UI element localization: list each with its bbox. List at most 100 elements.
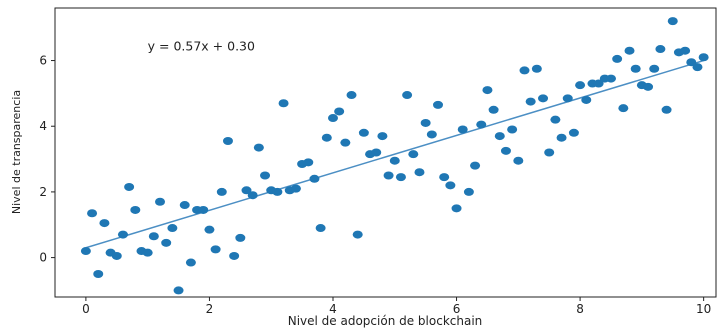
data-point <box>686 58 697 67</box>
data-point <box>395 173 406 182</box>
data-point <box>99 219 110 228</box>
data-point <box>476 120 487 129</box>
x-tick-label: 0 <box>82 302 90 316</box>
data-point <box>377 132 388 141</box>
data-point <box>457 125 468 134</box>
data-point <box>525 97 536 106</box>
y-tick-label: 4 <box>39 119 47 133</box>
data-point <box>643 82 654 91</box>
data-point <box>605 74 616 83</box>
data-point <box>179 201 190 210</box>
plot-frame <box>54 7 717 298</box>
data-point <box>278 99 289 108</box>
data-point <box>358 128 369 137</box>
data-point <box>494 132 505 141</box>
x-tick-label: 2 <box>206 302 214 316</box>
data-point <box>507 125 518 134</box>
data-point <box>451 204 462 213</box>
data-point <box>111 251 122 260</box>
data-point <box>161 238 172 247</box>
data-point <box>346 91 357 100</box>
data-point <box>568 128 579 137</box>
data-point <box>142 248 153 257</box>
y-tick-label: 0 <box>39 251 47 265</box>
data-point <box>581 95 592 104</box>
data-point <box>124 182 135 191</box>
data-point <box>624 46 635 55</box>
data-point <box>538 94 549 103</box>
data-point <box>698 53 709 62</box>
data-point <box>544 148 555 157</box>
data-point <box>593 79 604 88</box>
data-point <box>185 258 196 267</box>
data-point <box>334 107 345 116</box>
data-point <box>655 45 666 54</box>
data-point <box>303 158 314 167</box>
x-axis-ticks: 0 2 4 6 8 10 <box>82 297 711 316</box>
data-point <box>513 156 524 165</box>
data-point <box>117 230 128 239</box>
data-point <box>167 224 178 233</box>
data-point <box>93 270 104 279</box>
data-point <box>630 64 641 73</box>
data-point <box>649 64 660 73</box>
data-point <box>87 209 98 218</box>
data-point <box>204 225 215 234</box>
data-point <box>241 186 252 195</box>
data-point <box>556 133 567 142</box>
data-point <box>575 81 586 90</box>
data-point <box>371 148 382 157</box>
data-point <box>216 187 227 196</box>
data-point <box>222 137 233 146</box>
data-point <box>260 171 271 180</box>
data-point <box>612 54 623 63</box>
data-point <box>389 156 400 165</box>
data-point <box>531 64 542 73</box>
data-point <box>519 66 530 75</box>
data-point <box>290 184 301 193</box>
data-point <box>680 46 691 55</box>
x-tick-label: 4 <box>329 302 337 316</box>
data-point <box>235 233 246 242</box>
data-point <box>433 100 444 109</box>
data-point <box>155 197 166 206</box>
data-point <box>500 146 511 155</box>
data-point <box>562 94 573 103</box>
data-point <box>482 86 493 95</box>
data-point <box>315 224 326 233</box>
x-tick-label: 6 <box>453 302 461 316</box>
data-point <box>445 181 456 190</box>
data-point <box>130 205 141 214</box>
data-point <box>309 174 320 183</box>
regression-line <box>85 59 704 249</box>
y-tick-label: 2 <box>39 185 47 199</box>
data-point <box>402 91 413 100</box>
data-point <box>148 232 159 241</box>
data-point <box>426 130 437 139</box>
plot-area <box>54 7 717 298</box>
data-point <box>408 150 419 159</box>
data-point <box>667 17 678 26</box>
data-point <box>420 118 431 127</box>
data-point <box>327 114 338 123</box>
data-point <box>692 63 703 72</box>
data-point <box>210 245 221 254</box>
x-tick-label: 8 <box>576 302 584 316</box>
y-axis-ticks: 0 2 4 6 <box>39 54 55 265</box>
data-point <box>488 105 499 114</box>
data-point <box>173 286 184 295</box>
data-point <box>247 191 258 200</box>
data-point <box>414 168 425 177</box>
data-point <box>439 173 450 182</box>
data-point <box>272 187 283 196</box>
fit-line-group <box>85 59 704 249</box>
x-axis-label: Nivel de adopción de blockchain <box>288 314 483 328</box>
data-point <box>352 230 363 239</box>
regression-equation: y = 0.57x + 0.30 <box>148 39 255 54</box>
data-point <box>470 161 481 170</box>
data-point <box>383 171 394 180</box>
points-group <box>80 17 709 295</box>
data-point <box>229 251 240 260</box>
data-point <box>463 187 474 196</box>
